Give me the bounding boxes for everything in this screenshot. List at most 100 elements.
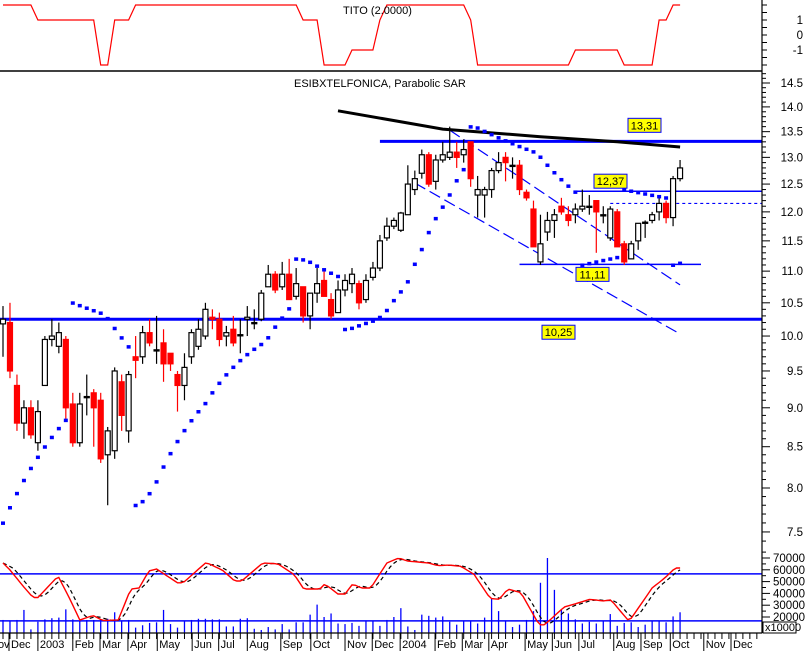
candle [425, 152, 432, 187]
candle [418, 149, 425, 179]
sar-dot [280, 316, 285, 320]
candle-body [188, 332, 195, 358]
sar-dot [231, 365, 236, 370]
candle [34, 400, 42, 451]
sar-dot [126, 345, 131, 349]
candle [0, 306, 7, 357]
candle-body [209, 316, 216, 320]
sar-dot [1, 521, 5, 525]
candle-body [90, 392, 97, 409]
volume-tick-label: 40000 [773, 588, 805, 600]
price-tick-label: 10.0 [781, 331, 803, 343]
sar-dot [629, 189, 634, 193]
candle-body [376, 240, 384, 269]
candle [76, 392, 83, 447]
price-panel: 13,31 12,37 11,11 10,25 [0, 109, 762, 525]
candle-body [27, 407, 35, 436]
candle [55, 322, 62, 354]
candle [153, 315, 160, 364]
sar-dot [475, 126, 480, 130]
candle-body [279, 273, 286, 288]
price-tick-label: 14.5 [781, 78, 803, 90]
candle [118, 374, 125, 431]
candle-body [272, 273, 279, 291]
price-tick-label: 10.5 [781, 298, 803, 310]
sar-dot [119, 336, 124, 340]
candle-body [558, 205, 565, 213]
sar-dot [70, 301, 75, 305]
candle-body [174, 373, 181, 387]
candle-body [195, 328, 202, 347]
candle [607, 206, 614, 241]
sar-dot [287, 307, 292, 311]
x-axis-month-label: Aug [616, 639, 636, 651]
candle [446, 126, 453, 160]
volume-tick-label: 70000 [773, 553, 805, 565]
sar-dot [622, 188, 627, 192]
x-axis-month-label: May [159, 639, 180, 651]
x-axis-month-label: Feb [437, 639, 456, 651]
sar-dot [84, 306, 89, 310]
candle [146, 319, 153, 347]
candle-body [286, 273, 293, 301]
candle [181, 353, 188, 401]
candle-body [34, 410, 42, 444]
candle [565, 206, 572, 227]
candle [586, 195, 593, 215]
x-axis-month-label: Nov [347, 639, 367, 651]
price-chart-title: ESIBXTELFONICA, Parabolic SAR [294, 78, 466, 90]
x-axis-month-label: Dec [11, 639, 31, 651]
candle-body [132, 356, 139, 361]
candle-body [320, 279, 328, 297]
candle [223, 325, 230, 347]
candle-body [467, 141, 474, 180]
sar-dot [636, 190, 641, 195]
sar-dot [49, 435, 54, 440]
sar-dot [273, 325, 278, 329]
level-value-label: 11,11 [575, 266, 610, 282]
candle-body [600, 214, 607, 217]
x-axis-month-label: Mar [102, 639, 121, 651]
sar-dot [496, 136, 501, 140]
signal-line [2, 558, 681, 624]
price-tick-label: 12.5 [781, 179, 803, 191]
volume-tick-label: 60000 [773, 565, 805, 577]
sar-dot [419, 247, 424, 252]
candle-body [334, 289, 342, 314]
candle [460, 139, 467, 163]
oscillator-line [2, 557, 681, 626]
candle-body [495, 162, 502, 172]
candle-body [293, 283, 300, 297]
candle [90, 389, 97, 447]
candle-body [614, 211, 621, 248]
candle [111, 367, 118, 459]
sar-dot [91, 308, 96, 313]
candle [495, 152, 502, 174]
candle-body [62, 338, 69, 409]
sar-dot [412, 262, 417, 267]
candle-body [327, 298, 335, 317]
x-axis-month-label: Dec [374, 639, 394, 651]
price-tick-label: 13.0 [781, 152, 803, 164]
candle-body [139, 332, 146, 358]
candle [348, 268, 356, 294]
sar-dot [98, 311, 103, 315]
sar-dot [252, 347, 257, 352]
candle-body [488, 169, 495, 191]
candle-body [202, 308, 209, 337]
candle [635, 222, 642, 250]
candle [362, 274, 370, 303]
candle [432, 154, 439, 190]
candle [104, 426, 111, 506]
candle-body [314, 283, 321, 294]
sar-dot [468, 125, 473, 129]
level-label-box [541, 324, 576, 340]
candle [244, 306, 251, 337]
candle-body [20, 407, 28, 424]
moving-average-line [337, 109, 681, 149]
candle-body [55, 332, 62, 347]
candle [628, 240, 635, 260]
x-axis-month-label: Apr [130, 639, 147, 651]
tito-title: TITO (2.0000) [343, 5, 412, 17]
candle [300, 286, 307, 323]
